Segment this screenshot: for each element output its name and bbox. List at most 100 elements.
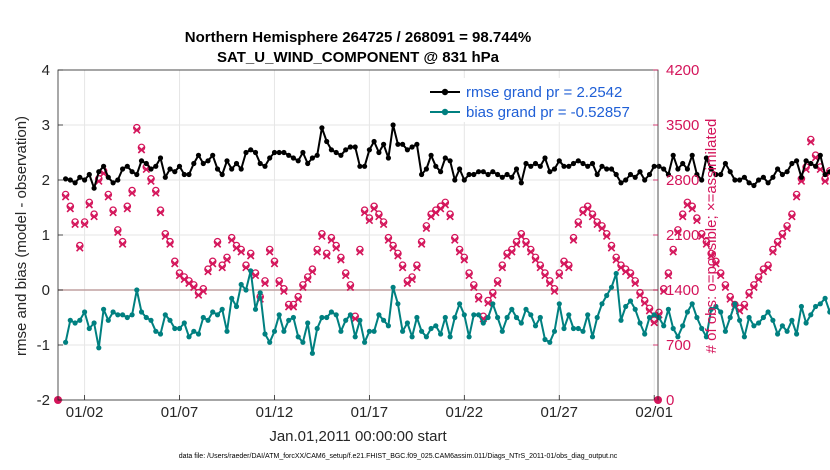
bias-point bbox=[295, 334, 301, 340]
rmse-point bbox=[751, 182, 757, 189]
bias-point bbox=[523, 306, 529, 312]
bias-point bbox=[96, 345, 102, 351]
obs-assimilated-point bbox=[446, 212, 454, 221]
bias-point bbox=[186, 334, 192, 340]
obs-assimilated-point bbox=[778, 232, 787, 240]
bias-point bbox=[153, 328, 159, 334]
obs-assimilated-point bbox=[697, 232, 706, 240]
x-tick-label: 01/12 bbox=[256, 404, 294, 421]
bias-point bbox=[438, 331, 444, 337]
bias-point bbox=[72, 320, 78, 326]
rmse-point bbox=[167, 166, 173, 172]
obs-assimilated-point bbox=[280, 287, 288, 295]
obs-assimilated-point bbox=[417, 240, 426, 248]
obs-assimilated-point bbox=[422, 224, 431, 233]
rmse-point bbox=[352, 144, 358, 150]
y-right-tick-label: 1400 bbox=[666, 282, 699, 299]
obs-assimilated-point bbox=[740, 303, 749, 311]
bias-point bbox=[808, 312, 814, 318]
obs-assimilated-point bbox=[213, 240, 222, 248]
bias-point bbox=[627, 298, 634, 304]
bias-point bbox=[243, 287, 249, 293]
rmse-point bbox=[575, 158, 581, 164]
bias-point bbox=[271, 328, 278, 334]
rmse-point bbox=[784, 169, 790, 175]
bias-point bbox=[694, 314, 700, 321]
bias-point bbox=[214, 312, 221, 318]
rmse-point bbox=[77, 174, 83, 180]
y-right-tick-label: 2800 bbox=[666, 172, 699, 189]
obs-assimilated-point bbox=[133, 126, 141, 134]
obs-assimilated-point bbox=[754, 275, 763, 284]
obs-assimilated-point bbox=[474, 295, 483, 303]
obs-assimilated-point bbox=[650, 318, 658, 327]
bias-point bbox=[651, 312, 657, 318]
rmse-point bbox=[324, 138, 330, 145]
obs-assimilated-point bbox=[721, 283, 730, 292]
y-right-tick-label: 4200 bbox=[666, 62, 699, 79]
rmse-point bbox=[665, 171, 672, 178]
bias-point bbox=[276, 312, 282, 318]
rmse-point bbox=[63, 176, 69, 182]
bias-point bbox=[390, 284, 396, 290]
obs-assimilated-point bbox=[104, 193, 113, 201]
bias-point bbox=[784, 328, 790, 334]
bias-point bbox=[91, 320, 97, 326]
y-right-tick-label: 3500 bbox=[666, 117, 699, 134]
obs-assimilated-point bbox=[166, 240, 174, 248]
obs-assimilated-point bbox=[346, 283, 355, 292]
obs-assimilated-point bbox=[764, 263, 772, 272]
obs-assimilated-point bbox=[788, 212, 796, 221]
bias-point bbox=[461, 312, 467, 318]
bias-point bbox=[509, 306, 515, 312]
bias-point bbox=[613, 270, 619, 277]
obs-assimilated-point bbox=[76, 244, 84, 252]
bias-point bbox=[765, 309, 771, 315]
bias-point bbox=[134, 287, 140, 293]
rmse-point bbox=[409, 144, 415, 150]
obs-assimilated-point bbox=[702, 240, 711, 248]
rmse-point bbox=[157, 155, 164, 161]
rmse-point bbox=[238, 166, 244, 172]
bias-point bbox=[357, 317, 363, 323]
bias-point bbox=[120, 312, 126, 318]
obs-assimilated-point bbox=[460, 256, 469, 264]
bias-point bbox=[594, 314, 600, 321]
bias-point bbox=[181, 320, 187, 326]
bias-point bbox=[604, 292, 610, 299]
rmse-point bbox=[689, 152, 695, 158]
rmse-point bbox=[120, 166, 126, 172]
rmse-point bbox=[699, 177, 705, 183]
x-tick-label: 01/27 bbox=[540, 404, 578, 421]
bias-point bbox=[542, 336, 548, 343]
bias-point bbox=[518, 320, 524, 326]
rmse-point bbox=[760, 174, 767, 180]
bias-point bbox=[248, 268, 254, 274]
bias-point bbox=[727, 314, 733, 321]
obs-assimilated-point bbox=[489, 291, 497, 299]
bias-point bbox=[67, 317, 73, 323]
obs-assimilated-point bbox=[607, 244, 616, 252]
rmse-point bbox=[86, 171, 92, 178]
rmse-point bbox=[580, 160, 586, 167]
bias-point bbox=[452, 314, 458, 321]
legend-box bbox=[424, 78, 654, 122]
obs-assimilated-point bbox=[294, 295, 302, 303]
bias-point bbox=[575, 325, 581, 332]
rmse-point bbox=[129, 169, 135, 175]
rmse-point bbox=[694, 171, 700, 178]
bias-point bbox=[385, 323, 391, 329]
rmse-point bbox=[684, 166, 691, 172]
y-tick-label: -1 bbox=[37, 337, 50, 354]
rmse-point bbox=[433, 163, 439, 169]
rmse-point bbox=[570, 160, 577, 167]
bias-point bbox=[362, 339, 368, 345]
rmse-point bbox=[72, 180, 78, 186]
rmse-point bbox=[813, 163, 819, 169]
rmse-point bbox=[822, 171, 828, 178]
obs-assimilated-point bbox=[574, 220, 583, 229]
rmse-point bbox=[143, 160, 149, 167]
obs-assimilated-point bbox=[128, 189, 136, 197]
obs-assimilated-point bbox=[379, 220, 388, 229]
bias-point bbox=[210, 309, 216, 315]
